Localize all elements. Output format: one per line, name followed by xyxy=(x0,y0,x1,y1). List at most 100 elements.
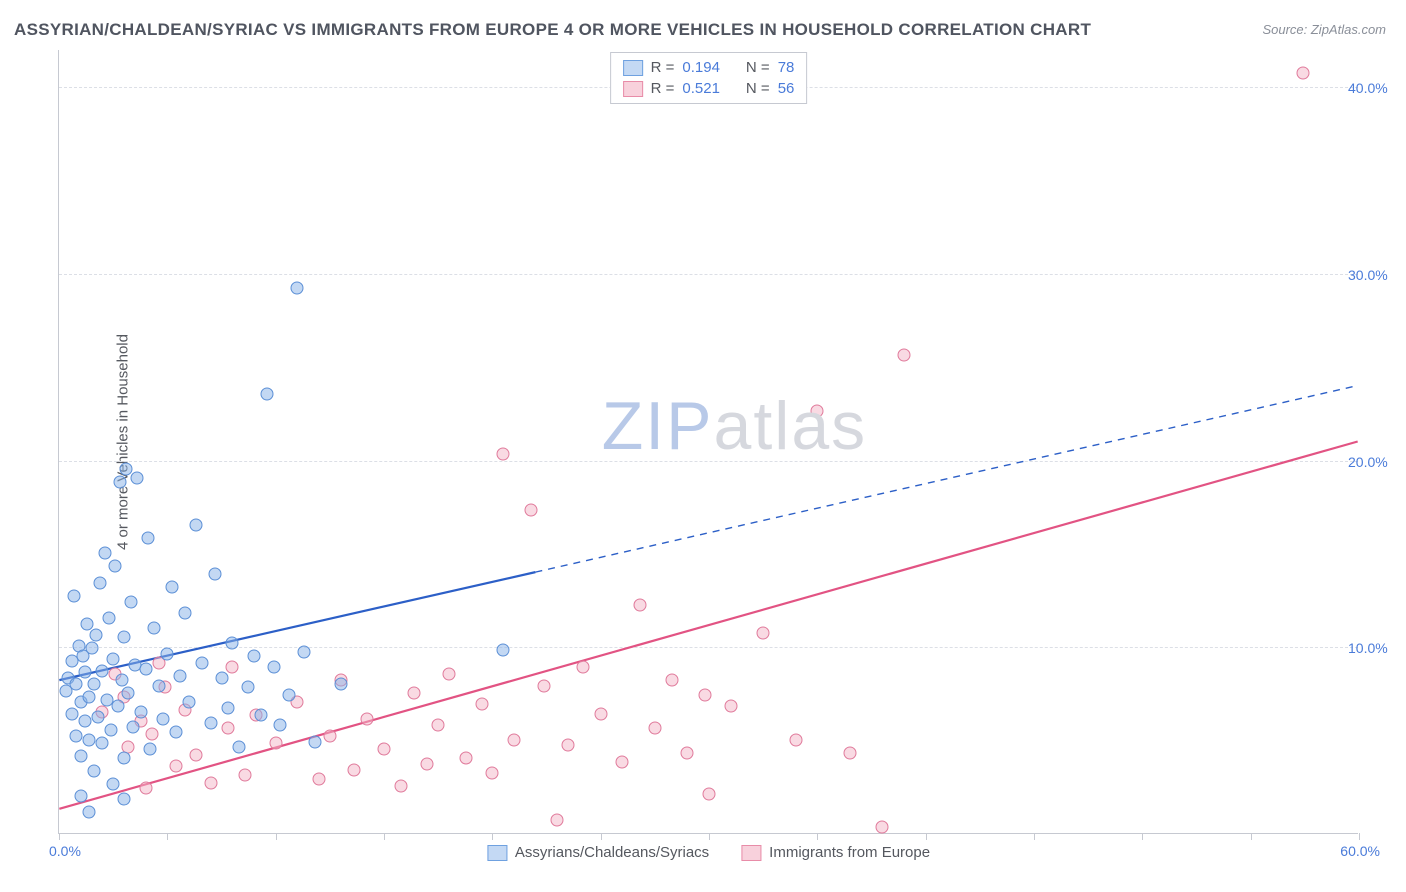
legend-n-label: N = xyxy=(746,59,770,76)
data-point xyxy=(96,737,109,750)
data-point xyxy=(724,700,737,713)
legend-swatch xyxy=(741,845,761,861)
data-point xyxy=(538,679,551,692)
data-point xyxy=(876,821,889,834)
data-point xyxy=(297,645,310,658)
data-point xyxy=(105,724,118,737)
data-point xyxy=(222,701,235,714)
data-point xyxy=(68,589,81,602)
legend-label: Assyrians/Chaldeans/Syriacs xyxy=(515,844,709,861)
data-point xyxy=(460,752,473,765)
data-point xyxy=(274,718,287,731)
data-point xyxy=(395,780,408,793)
legend-item: Assyrians/Chaldeans/Syriacs xyxy=(487,844,709,861)
data-point xyxy=(497,644,510,657)
data-point xyxy=(408,687,421,700)
data-point xyxy=(843,746,856,759)
data-point xyxy=(111,700,124,713)
data-point xyxy=(648,722,661,735)
data-point xyxy=(87,765,100,778)
data-point xyxy=(139,662,152,675)
trend-line xyxy=(535,386,1357,573)
data-point xyxy=(421,757,434,770)
data-point xyxy=(102,612,115,625)
x-tick xyxy=(1142,833,1143,840)
legend-swatch xyxy=(487,845,507,861)
data-point xyxy=(196,657,209,670)
data-point xyxy=(83,690,96,703)
data-point xyxy=(70,677,83,690)
data-point xyxy=(107,653,120,666)
legend-n-value: 78 xyxy=(778,59,795,76)
data-point xyxy=(118,793,131,806)
data-point xyxy=(98,547,111,560)
data-point xyxy=(241,681,254,694)
legend-r-value: 0.194 xyxy=(682,59,720,76)
data-point xyxy=(666,673,679,686)
data-point xyxy=(443,668,456,681)
data-point xyxy=(83,806,96,819)
data-point xyxy=(789,733,802,746)
data-point xyxy=(118,752,131,765)
data-point xyxy=(135,705,148,718)
data-point xyxy=(94,576,107,589)
data-point xyxy=(122,687,135,700)
x-tick xyxy=(384,833,385,840)
data-point xyxy=(152,679,165,692)
x-tick xyxy=(276,833,277,840)
x-tick xyxy=(601,833,602,840)
data-point xyxy=(486,767,499,780)
data-point xyxy=(96,664,109,677)
data-point xyxy=(85,642,98,655)
data-point xyxy=(174,670,187,683)
data-point xyxy=(616,756,629,769)
data-point xyxy=(757,627,770,640)
data-point xyxy=(562,739,575,752)
data-point xyxy=(1296,67,1309,80)
data-point xyxy=(70,729,83,742)
data-point xyxy=(703,787,716,800)
legend-r-value: 0.521 xyxy=(682,80,720,97)
trend-line xyxy=(59,442,1357,809)
data-point xyxy=(698,688,711,701)
x-tick xyxy=(709,833,710,840)
data-point xyxy=(209,567,222,580)
data-point xyxy=(232,741,245,754)
legend-row: R =0.194N =78 xyxy=(621,57,797,78)
data-point xyxy=(525,504,538,517)
x-tick xyxy=(1359,833,1360,840)
data-point xyxy=(170,759,183,772)
data-point xyxy=(83,733,96,746)
data-point xyxy=(267,660,280,673)
data-point xyxy=(222,722,235,735)
data-point xyxy=(170,726,183,739)
data-point xyxy=(126,720,139,733)
data-point xyxy=(475,698,488,711)
data-point xyxy=(66,707,79,720)
data-point xyxy=(113,476,126,489)
data-point xyxy=(146,728,159,741)
x-tick xyxy=(1251,833,1252,840)
data-point xyxy=(141,532,154,545)
data-point xyxy=(898,349,911,362)
data-point xyxy=(334,677,347,690)
data-point xyxy=(74,750,87,763)
legend-label: Immigrants from Europe xyxy=(769,844,930,861)
data-point xyxy=(79,715,92,728)
legend-swatch xyxy=(623,60,643,76)
data-point xyxy=(178,606,191,619)
data-point xyxy=(189,519,202,532)
data-point xyxy=(165,580,178,593)
legend-r-label: R = xyxy=(651,80,675,97)
data-point xyxy=(261,388,274,401)
data-point xyxy=(107,778,120,791)
data-point xyxy=(161,647,174,660)
x-tick xyxy=(1034,833,1035,840)
data-point xyxy=(360,713,373,726)
data-point xyxy=(239,769,252,782)
data-point xyxy=(308,735,321,748)
data-point xyxy=(139,782,152,795)
chart-title: ASSYRIAN/CHALDEAN/SYRIAC VS IMMIGRANTS F… xyxy=(14,20,1091,40)
data-point xyxy=(74,789,87,802)
data-point xyxy=(681,746,694,759)
